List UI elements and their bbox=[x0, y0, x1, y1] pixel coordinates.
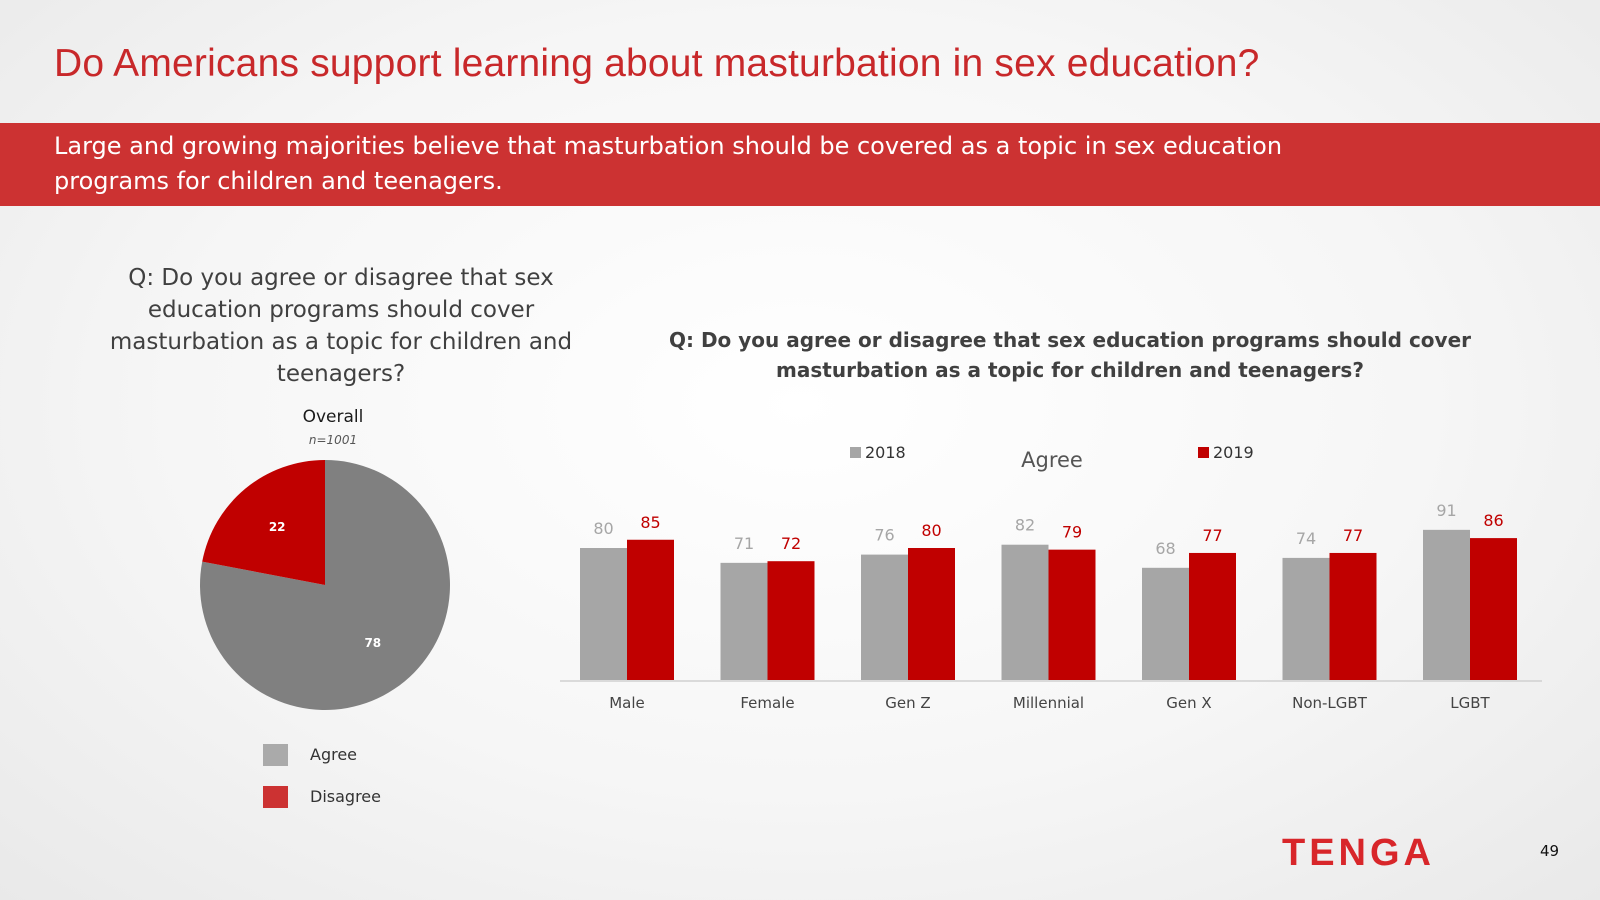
data-label-2019-lgbt: 86 bbox=[1483, 511, 1503, 530]
legend-swatch-agree bbox=[263, 743, 288, 766]
bar-2018-non-lgbt bbox=[1282, 557, 1330, 680]
category-label-millennial: Millennial bbox=[1013, 694, 1084, 712]
bar-2018-female bbox=[720, 562, 768, 680]
data-label-2018-gen-x: 68 bbox=[1155, 539, 1175, 558]
pie-value-disagree: 22 bbox=[269, 520, 286, 534]
pie-value-agree: 78 bbox=[364, 636, 381, 650]
legend-label-2019: 2019 bbox=[1213, 443, 1254, 462]
pie-legend: Agree Disagree bbox=[263, 742, 381, 826]
page-number: 49 bbox=[1540, 842, 1560, 860]
data-label-2018-non-lgbt: 74 bbox=[1296, 529, 1316, 548]
bar-chart-subtitle: Agree bbox=[1021, 448, 1083, 472]
data-label-2018-male: 80 bbox=[593, 519, 613, 538]
data-label-2018-female: 71 bbox=[734, 534, 754, 553]
bar-2019-lgbt bbox=[1470, 538, 1517, 680]
legend-swatch-2018 bbox=[850, 447, 861, 458]
headline-banner: Large and growing majorities believe tha… bbox=[0, 123, 1600, 206]
legend-swatch-disagree bbox=[263, 785, 288, 808]
category-label-female: Female bbox=[740, 694, 794, 712]
pie-chart: 78 22 bbox=[200, 460, 450, 710]
page-title: Do Americans support learning about mast… bbox=[54, 42, 1260, 85]
category-label-lgbt: LGBT bbox=[1450, 694, 1490, 712]
legend-item-agree: Agree bbox=[263, 742, 381, 767]
category-label-gen-z: Gen Z bbox=[885, 694, 930, 712]
legend-label-2018: 2018 bbox=[865, 443, 906, 462]
bar-2019-female bbox=[767, 561, 815, 680]
pie-title: Overall bbox=[302, 407, 364, 427]
legend-label-disagree: Disagree bbox=[310, 787, 381, 806]
pie-sample-size: n=1001 bbox=[308, 433, 358, 447]
data-label-2019-millennial: 79 bbox=[1062, 523, 1082, 542]
bar-2018-lgbt bbox=[1423, 529, 1470, 680]
data-label-2019-gen-x: 77 bbox=[1202, 526, 1222, 545]
data-label-2018-gen-z: 76 bbox=[874, 526, 894, 545]
pie-question: Q: Do you agree or disagree that sex edu… bbox=[109, 265, 573, 387]
data-label-2019-non-lgbt: 77 bbox=[1343, 526, 1363, 545]
tenga-logo: TENGA bbox=[1282, 832, 1435, 875]
bar-2018-gen-x bbox=[1142, 567, 1189, 680]
logo-text: TENGA bbox=[1282, 832, 1435, 874]
bar-2018-millennial bbox=[1001, 544, 1049, 680]
data-label-2018-millennial: 82 bbox=[1015, 516, 1035, 535]
category-label-non-lgbt: Non-LGBT bbox=[1292, 694, 1368, 712]
bar-2019-non-lgbt bbox=[1329, 552, 1377, 680]
category-label-male: Male bbox=[609, 694, 645, 712]
legend-swatch-2019 bbox=[1198, 447, 1209, 458]
bar-2018-male bbox=[580, 548, 627, 680]
legend-item-disagree: Disagree bbox=[263, 784, 381, 809]
pie-slice-disagree bbox=[202, 460, 325, 585]
bar-question: Q: Do you agree or disagree that sex edu… bbox=[668, 328, 1472, 382]
data-label-2019-gen-z: 80 bbox=[921, 521, 941, 540]
data-label-2019-female: 72 bbox=[781, 534, 801, 553]
bar-2019-millennial bbox=[1048, 549, 1096, 680]
bar-2019-gen-x bbox=[1189, 552, 1236, 680]
bar-2019-male bbox=[627, 539, 674, 680]
data-label-2019-male: 85 bbox=[640, 513, 660, 532]
legend-label-agree: Agree bbox=[310, 745, 358, 764]
category-label-gen-x: Gen X bbox=[1166, 694, 1211, 712]
bar-2018-gen-z bbox=[861, 554, 908, 680]
bar-chart: 2018 2019 Agree 80 85 Male 71 72 Female 76 80 Gen Z… bbox=[560, 443, 1542, 712]
bar-2019-gen-z bbox=[908, 548, 955, 680]
data-label-2018-lgbt: 91 bbox=[1436, 501, 1456, 520]
